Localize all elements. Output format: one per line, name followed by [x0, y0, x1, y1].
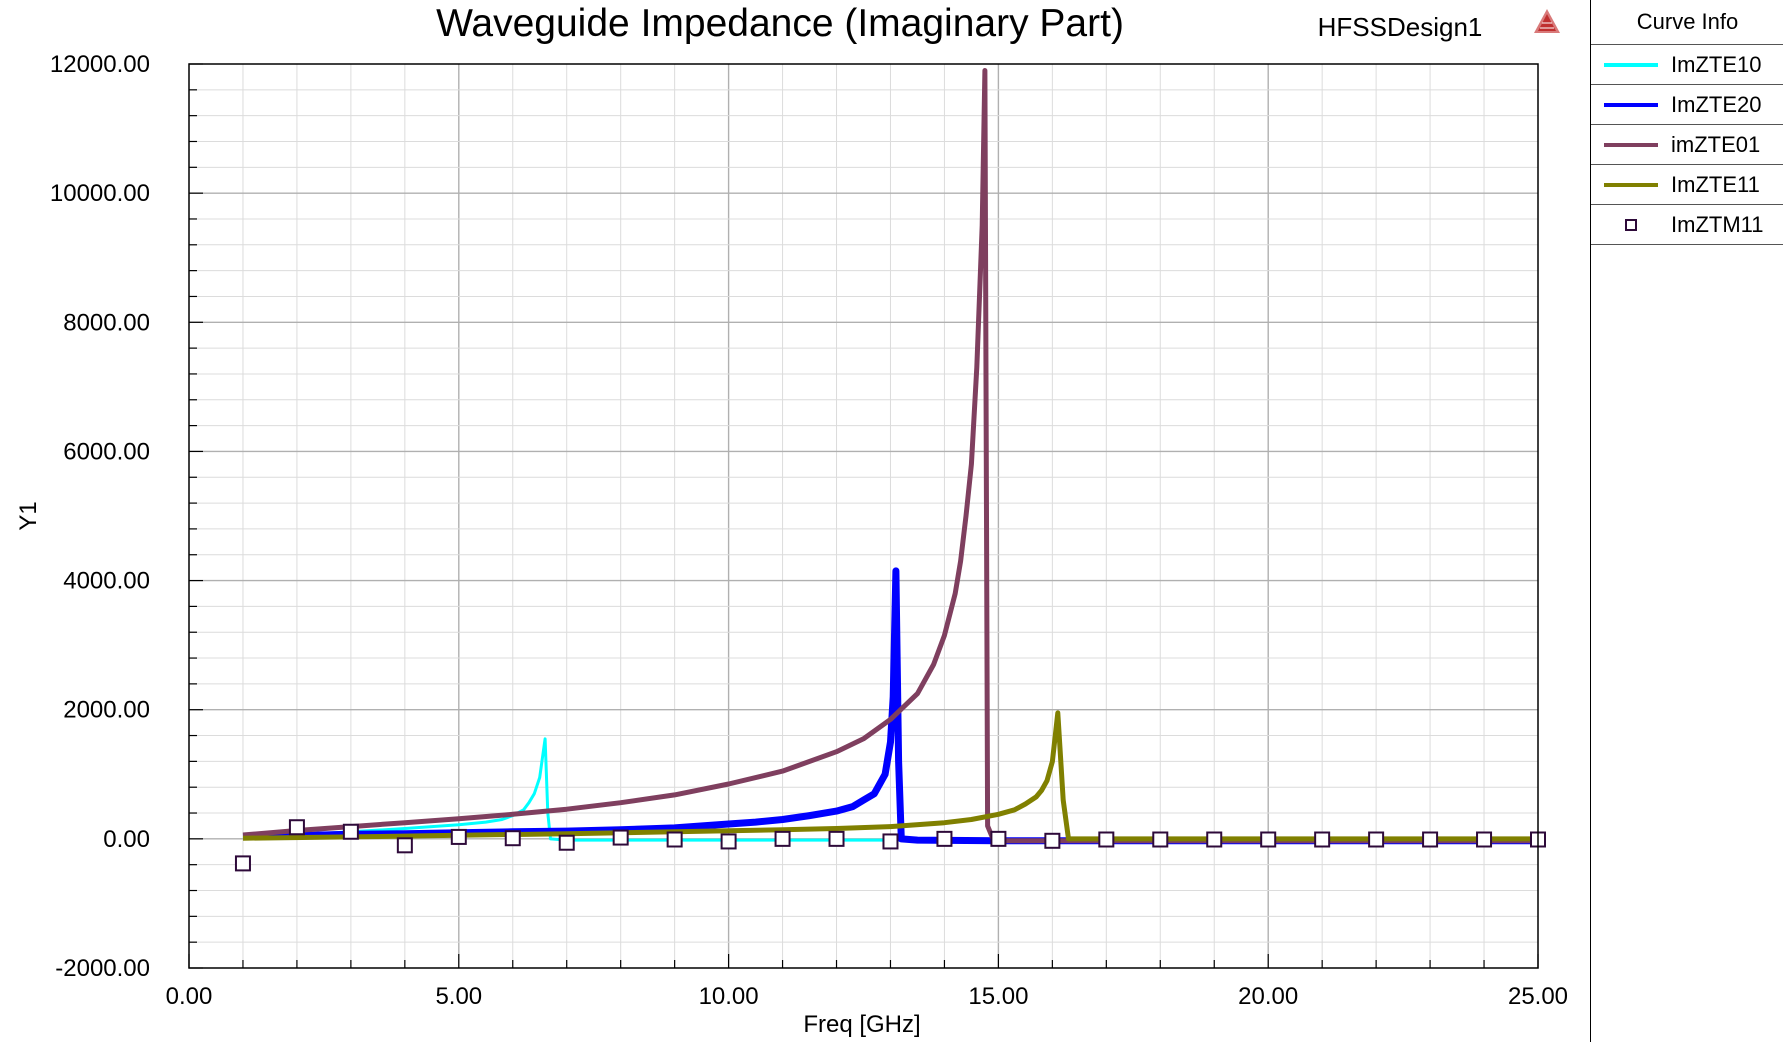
data-point-imztm11 — [1476, 831, 1493, 848]
design-name-label: HFSSDesign1 — [1318, 12, 1483, 42]
data-point-imztm11 — [504, 830, 521, 847]
data-point-imztm11 — [1044, 832, 1061, 849]
y-tick-label: 12000.00 — [50, 51, 150, 78]
data-point-imztm11 — [612, 829, 629, 846]
y-tick-label: 4000.00 — [63, 568, 150, 595]
legend-item-imztm11[interactable]: ImZTM11 — [1591, 205, 1783, 245]
legend-label: ImZTE20 — [1671, 91, 1762, 117]
legend-item-imzte01[interactable]: imZTE01 — [1591, 125, 1783, 165]
legend-label: ImZTM11 — [1671, 211, 1764, 237]
legend-line-swatch — [1604, 102, 1658, 107]
legend-marker-swatch — [1625, 218, 1637, 231]
data-point-imztm11 — [1098, 831, 1115, 848]
legend-label: imZTE01 — [1671, 131, 1761, 157]
y-tick-label: 2000.00 — [63, 697, 150, 724]
data-point-imztm11 — [1368, 831, 1385, 848]
data-point-imztm11 — [828, 830, 845, 847]
plot-series — [234, 68, 1546, 872]
legend-item-imzte11[interactable]: ImZTE11 — [1591, 165, 1783, 205]
x-tick-label: 25.00 — [1508, 983, 1568, 1010]
data-point-imztm11 — [1152, 831, 1169, 848]
y-axis-label: Y1 — [15, 501, 42, 530]
series-line-imzte01 — [242, 68, 1538, 844]
legend-item-imzte20[interactable]: ImZTE20 — [1591, 85, 1783, 125]
y-tick-label: 10000.00 — [50, 180, 150, 207]
data-point-imztm11 — [774, 830, 791, 847]
data-point-imztm11 — [1260, 831, 1277, 848]
y-tick-label: 8000.00 — [63, 309, 150, 336]
data-point-imztm11 — [1314, 831, 1331, 848]
axes-ticks: -2000.00 0.00 2000.00 4000.00 6000.00 8000.00… — [50, 51, 1568, 1010]
legend-symbol — [1591, 205, 1671, 244]
series-line-imzte10 — [242, 737, 1538, 842]
legend-line-swatch — [1604, 142, 1658, 147]
x-tick-label: 5.00 — [435, 983, 482, 1010]
chart-area: Waveguide Impedance (Imaginary Part) HFS… — [15, 2, 1568, 1038]
data-point-imztm11 — [558, 834, 575, 851]
data-point-imztm11 — [666, 831, 683, 848]
data-point-imztm11 — [990, 830, 1007, 847]
data-point-imztm11 — [396, 837, 413, 854]
data-point-imztm11 — [1206, 831, 1223, 848]
legend-label: ImZTE11 — [1671, 171, 1760, 197]
legend-label: ImZTE10 — [1671, 51, 1762, 77]
data-point-imztm11 — [288, 819, 305, 836]
ansys-logo-icon — [1534, 9, 1560, 33]
curve-info-panel: Curve Info ImZTE10 ImZTE20 imZTE01 ImZTE11 I… — [1590, 0, 1783, 1042]
data-point-imztm11 — [936, 830, 953, 847]
curve-info-header: Curve Info — [1591, 0, 1783, 45]
x-tick-label: 10.00 — [699, 983, 759, 1010]
grid-lines — [189, 64, 1538, 968]
legend-symbol — [1591, 85, 1671, 124]
data-point-imztm11 — [450, 828, 467, 845]
y-tick-label: -2000.00 — [55, 955, 150, 982]
legend-item-imzte10[interactable]: ImZTE10 — [1591, 45, 1783, 85]
legend-symbol — [1591, 125, 1671, 164]
x-tick-label: 15.00 — [968, 983, 1028, 1010]
data-point-imztm11 — [342, 823, 359, 840]
data-point-imztm11 — [720, 833, 737, 850]
legend-line-swatch — [1604, 182, 1658, 187]
legend-list: ImZTE10 ImZTE20 imZTE01 ImZTE11 ImZTM11 — [1591, 45, 1783, 245]
x-tick-label: 20.00 — [1238, 983, 1298, 1010]
legend-line-swatch — [1604, 62, 1658, 67]
data-point-imztm11 — [234, 855, 251, 872]
data-point-imztm11 — [1422, 831, 1439, 848]
y-tick-label: 0.00 — [103, 826, 150, 853]
series-line-imzte20 — [242, 567, 1538, 845]
y-tick-label: 6000.00 — [63, 438, 150, 465]
legend-symbol — [1591, 165, 1671, 204]
plot-frame — [188, 63, 1539, 969]
x-axis-label: Freq [GHz] — [803, 1011, 920, 1038]
legend-symbol — [1591, 45, 1671, 84]
data-point-imztm11 — [882, 833, 899, 850]
chart-title: Waveguide Impedance (Imaginary Part) — [436, 2, 1124, 45]
x-tick-label: 0.00 — [166, 983, 213, 1010]
